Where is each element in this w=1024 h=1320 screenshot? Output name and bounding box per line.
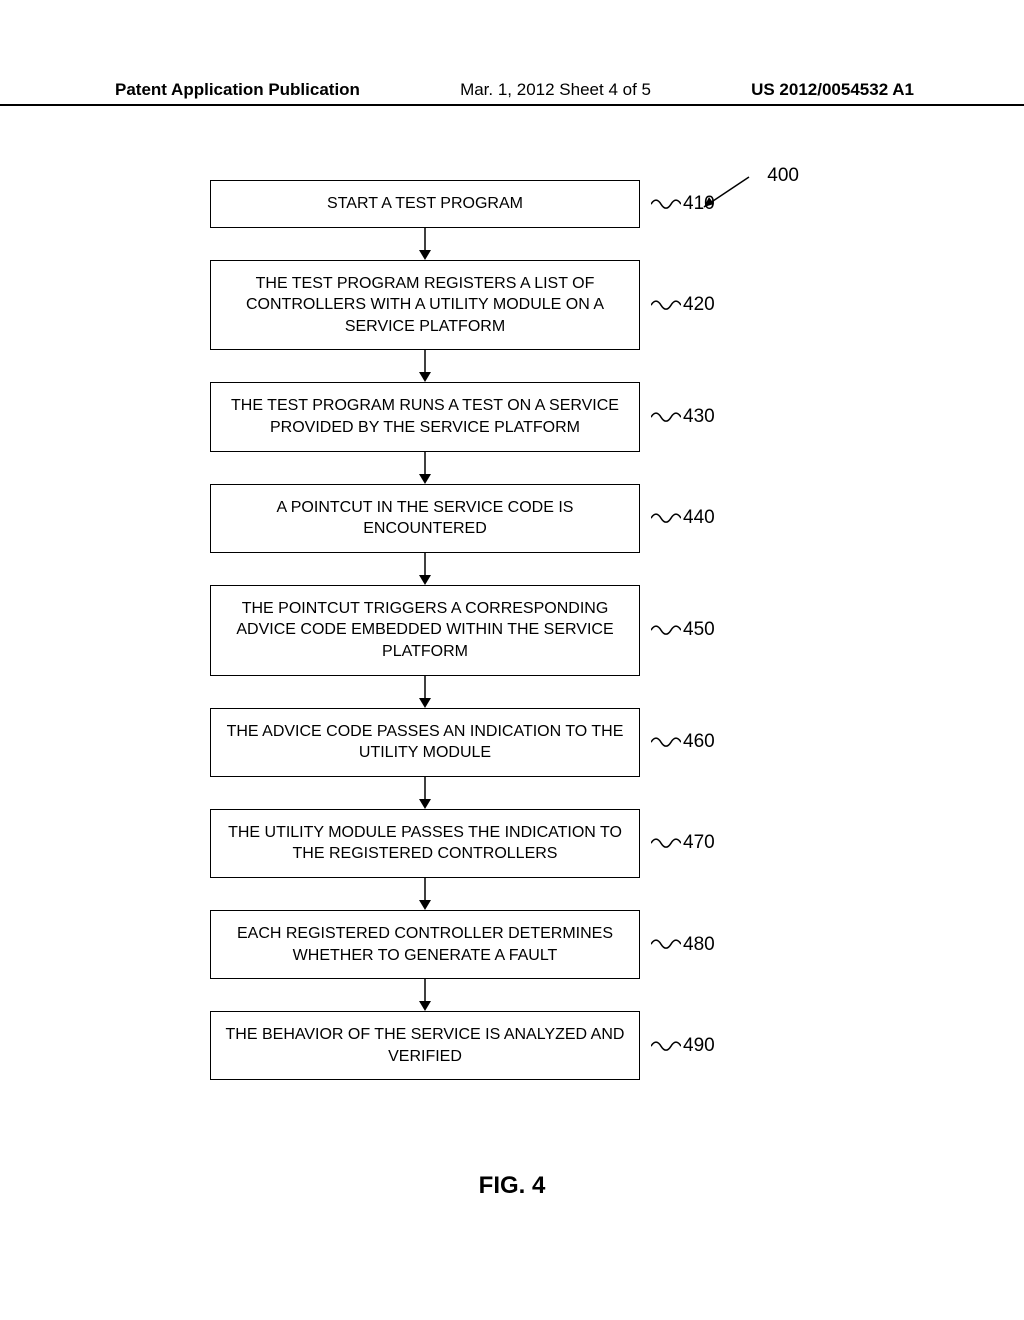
flow-step-number: 460 bbox=[683, 729, 715, 755]
flow-inner: 400 START A TEST PROGRAM410 THE TEST PRO… bbox=[0, 180, 1024, 1080]
squiggle-icon bbox=[651, 620, 681, 640]
flow-connector bbox=[210, 979, 640, 1011]
page: Patent Application Publication Mar. 1, 2… bbox=[0, 0, 1024, 1320]
flow-connector bbox=[210, 228, 640, 260]
flow-connector bbox=[210, 777, 640, 809]
header-right: US 2012/0054532 A1 bbox=[751, 80, 914, 100]
flow-ref-number: 400 bbox=[767, 165, 799, 187]
flow-step-number: 490 bbox=[683, 1033, 715, 1059]
flow-step-text: THE ADVICE CODE PASSES AN INDICATION TO … bbox=[225, 721, 625, 764]
flow-step-label: 420 bbox=[651, 292, 715, 318]
flow-connector bbox=[210, 878, 640, 910]
flow-step-text: THE UTILITY MODULE PASSES THE INDICATION… bbox=[225, 822, 625, 865]
flow-step-number: 430 bbox=[683, 404, 715, 430]
flow-step: THE ADVICE CODE PASSES AN INDICATION TO … bbox=[210, 708, 640, 777]
squiggle-icon bbox=[651, 194, 681, 214]
page-header: Patent Application Publication Mar. 1, 2… bbox=[0, 80, 1024, 106]
flow-step-text: THE TEST PROGRAM REGISTERS A LIST OF CON… bbox=[225, 273, 625, 338]
flow-step-number: 480 bbox=[683, 932, 715, 958]
flow-connector bbox=[210, 452, 640, 484]
flow-step-label: 470 bbox=[651, 830, 715, 856]
flow-step-text: A POINTCUT IN THE SERVICE CODE IS ENCOUN… bbox=[225, 497, 625, 540]
squiggle-icon bbox=[651, 295, 681, 315]
flow-step: THE TEST PROGRAM RUNS A TEST ON A SERVIC… bbox=[210, 382, 640, 451]
flow-step: THE TEST PROGRAM REGISTERS A LIST OF CON… bbox=[210, 260, 640, 351]
squiggle-icon bbox=[651, 407, 681, 427]
flow-step: START A TEST PROGRAM410 bbox=[210, 180, 640, 228]
flow-step: A POINTCUT IN THE SERVICE CODE IS ENCOUN… bbox=[210, 484, 640, 553]
header-left: Patent Application Publication bbox=[115, 80, 360, 100]
flow-step: THE BEHAVIOR OF THE SERVICE IS ANALYZED … bbox=[210, 1011, 640, 1080]
flow-step-text: THE TEST PROGRAM RUNS A TEST ON A SERVIC… bbox=[225, 395, 625, 438]
flowchart: 400 START A TEST PROGRAM410 THE TEST PRO… bbox=[0, 180, 1024, 1080]
squiggle-icon bbox=[651, 732, 681, 752]
flow-step-number: 470 bbox=[683, 830, 715, 856]
flow-connector bbox=[210, 553, 640, 585]
flow-step-label: 450 bbox=[651, 617, 715, 643]
header-row: Patent Application Publication Mar. 1, 2… bbox=[0, 80, 1024, 100]
flow-connector bbox=[210, 350, 640, 382]
squiggle-icon bbox=[651, 833, 681, 853]
figure-caption: FIG. 4 bbox=[0, 1172, 1024, 1200]
flow-step-label: 480 bbox=[651, 932, 715, 958]
flow-step-label: 410 bbox=[651, 191, 715, 217]
squiggle-icon bbox=[651, 508, 681, 528]
flow-step: EACH REGISTERED CONTROLLER DETERMINES WH… bbox=[210, 910, 640, 979]
flow-step-label: 460 bbox=[651, 729, 715, 755]
flow-step-text: EACH REGISTERED CONTROLLER DETERMINES WH… bbox=[225, 923, 625, 966]
flow-step-label: 430 bbox=[651, 404, 715, 430]
flow-step-number: 450 bbox=[683, 617, 715, 643]
flow-step-number: 440 bbox=[683, 505, 715, 531]
flow-step-number: 420 bbox=[683, 292, 715, 318]
flow-step-text: THE BEHAVIOR OF THE SERVICE IS ANALYZED … bbox=[225, 1024, 625, 1067]
flow-step: THE POINTCUT TRIGGERS A CORRESPONDING AD… bbox=[210, 585, 640, 676]
flow-step-text: START A TEST PROGRAM bbox=[225, 193, 625, 215]
squiggle-icon bbox=[651, 1036, 681, 1056]
flow-step: THE UTILITY MODULE PASSES THE INDICATION… bbox=[210, 809, 640, 878]
flow-step-label: 440 bbox=[651, 505, 715, 531]
flow-step-text: THE POINTCUT TRIGGERS A CORRESPONDING AD… bbox=[225, 598, 625, 663]
flow-step-label: 490 bbox=[651, 1033, 715, 1059]
squiggle-icon bbox=[651, 934, 681, 954]
header-mid: Mar. 1, 2012 Sheet 4 of 5 bbox=[460, 80, 651, 100]
steps-container: START A TEST PROGRAM410 THE TEST PROGRAM… bbox=[0, 180, 1024, 1080]
flow-connector bbox=[210, 676, 640, 708]
flow-step-number: 410 bbox=[683, 191, 715, 217]
